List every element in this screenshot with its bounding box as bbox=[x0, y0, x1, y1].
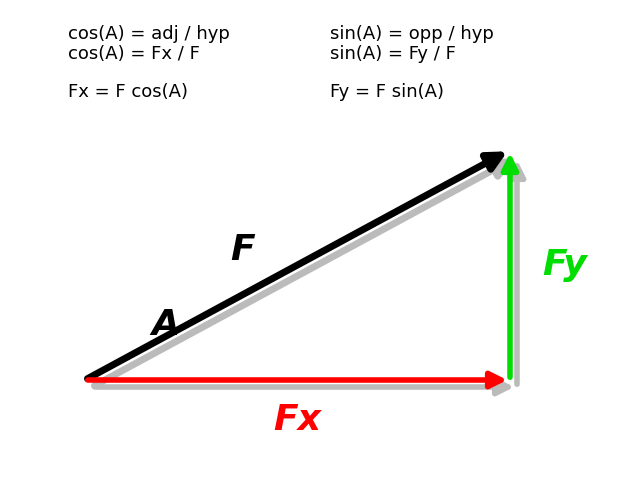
Text: F: F bbox=[230, 233, 255, 267]
Text: Fx = F cos(A): Fx = F cos(A) bbox=[68, 83, 188, 101]
Text: A: A bbox=[151, 308, 179, 342]
Text: cos(A) = Fx / F: cos(A) = Fx / F bbox=[68, 45, 200, 63]
Text: sin(A) = Fy / F: sin(A) = Fy / F bbox=[330, 45, 456, 63]
Text: Fx: Fx bbox=[273, 403, 321, 437]
Text: Fy = F sin(A): Fy = F sin(A) bbox=[330, 83, 444, 101]
Text: sin(A) = opp / hyp: sin(A) = opp / hyp bbox=[330, 25, 494, 43]
Text: Fy: Fy bbox=[543, 248, 588, 282]
Text: cos(A) = adj / hyp: cos(A) = adj / hyp bbox=[68, 25, 230, 43]
